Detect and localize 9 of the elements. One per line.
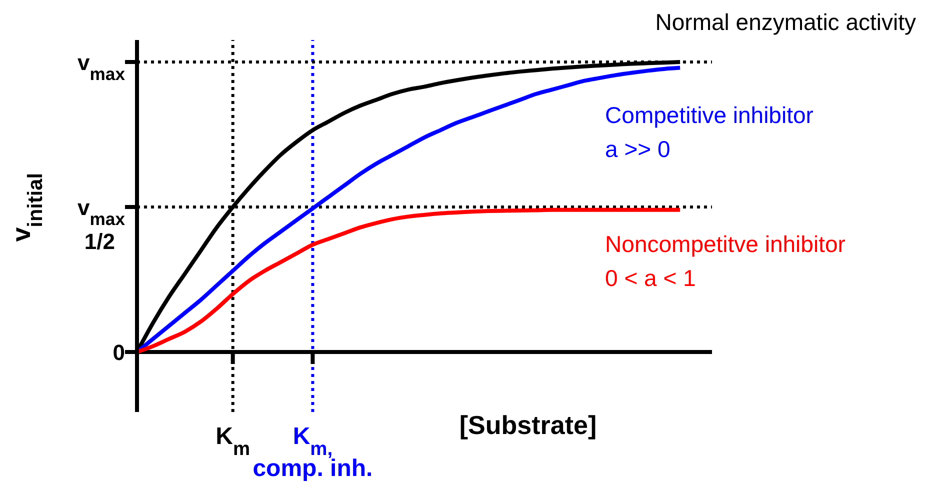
x-axis-title: [Substrate] — [459, 410, 597, 440]
x-tick-label: K$_{m}$ — [216, 423, 250, 460]
series-label: Normal enzymatic activity — [655, 9, 916, 35]
series-label: Noncompetitve inhibitor 0 < a < 1 — [605, 230, 846, 291]
ref-line-label: v$_{max}$ — [78, 50, 126, 84]
ref-line-label: 0 — [112, 340, 125, 365]
series-label: Competitive inhibitor a >> 0 — [605, 102, 814, 162]
x-tick-label: K$_{m,}$ comp. inh. — [252, 423, 373, 482]
ref-line-label: v$_{max}$ 1/2 — [78, 195, 126, 254]
